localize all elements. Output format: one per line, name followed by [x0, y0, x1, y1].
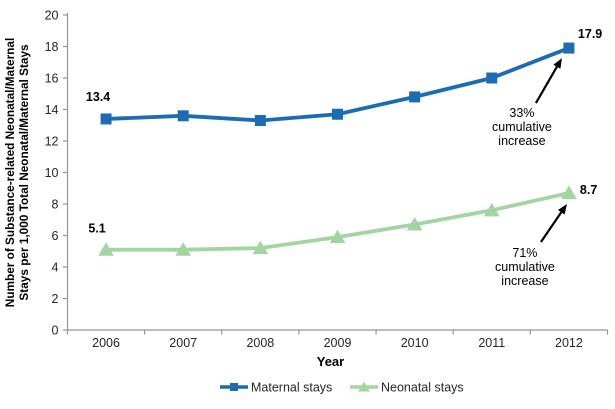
y-axis-tick-label: 4	[52, 261, 59, 275]
y-axis-tick-label: 8	[52, 198, 59, 212]
maternal-stays-square-marker	[332, 108, 343, 120]
neonatal-stays-triangle-marker	[175, 242, 192, 256]
legend-neonatal-stays-marker	[358, 381, 370, 392]
y-axis-title-line: Stays per 1,000 Total Neonatal/Maternal …	[17, 44, 31, 301]
neonatal-stays-annotation-text: increase	[501, 274, 548, 288]
x-axis-tick-label: 2011	[478, 336, 505, 350]
x-axis-tick-label: 2012	[555, 336, 583, 350]
x-axis-tick-label: 2010	[401, 336, 429, 350]
legend-label-maternal-stays: Maternal stays	[251, 381, 332, 395]
neonatal-stays-triangle-marker	[252, 240, 269, 255]
neonatal-stays-annotation-arrow-shaft	[540, 211, 563, 243]
x-axis-tick-label: 2007	[169, 336, 197, 350]
y-axis-tick-label: 2	[52, 292, 59, 306]
y-axis-tick-label: 20	[45, 9, 59, 23]
y-axis-tick-label: 6	[52, 229, 59, 243]
maternal-stays-square-marker	[100, 113, 112, 125]
neonatal-stays-first-value-label: 5.1	[88, 222, 105, 236]
maternal-stays-annotation-text: increase	[498, 134, 545, 148]
maternal-stays-last-value-label: 17.9	[578, 27, 602, 41]
y-axis-tick-label: 16	[45, 72, 59, 86]
maternal-stays-first-value-label: 13.4	[86, 90, 110, 104]
maternal-stays-square-marker	[177, 110, 189, 122]
legend-maternal-stays-marker	[230, 383, 238, 391]
maternal-stays-annotation-arrow-head	[553, 58, 562, 69]
neonatal-stays-annotation-arrow-head	[557, 203, 567, 215]
neonatal-stays-triangle-marker	[98, 242, 114, 256]
y-axis-tick-label: 18	[45, 40, 59, 54]
neonatal-stays-triangle-marker	[406, 217, 423, 231]
y-axis-tick-label: 0	[52, 324, 59, 338]
maternal-stays-square-marker	[563, 42, 575, 54]
x-axis-tick-label: 2009	[324, 336, 352, 350]
maternal-stays-square-marker	[486, 72, 498, 84]
y-axis-title-line: Number of Substance-related Neonatal/Mat…	[3, 38, 17, 307]
neonatal-stays-triangle-marker	[483, 202, 500, 217]
x-axis-title: Year	[317, 354, 344, 369]
neonatal-stays-annotation-text: 71%	[512, 246, 537, 260]
maternal-stays-annotation-text: cumulative	[492, 120, 552, 134]
y-axis-tick-label: 14	[45, 103, 59, 117]
neonatal-stays-triangle-marker	[329, 229, 346, 244]
maternal-stays-annotation-text: 33%	[509, 106, 534, 120]
y-axis-tick-label: 10	[45, 166, 59, 180]
y-axis-tick-label: 12	[45, 135, 59, 149]
neonatal-stays-last-value-label: 8.7	[580, 183, 597, 197]
maternal-stays-square-marker	[409, 91, 421, 103]
legend-label-neonatal-stays: Neonatal stays	[381, 381, 464, 395]
neonatal-stays-annotation-text: cumulative	[495, 260, 555, 274]
x-axis-tick-label: 2006	[92, 336, 120, 350]
neonatal-stays-triangle-marker	[561, 185, 577, 200]
maternal-stays-annotation-arrow-shaft	[534, 66, 558, 104]
x-axis-tick-label: 2008	[246, 336, 274, 350]
maternal-stays-square-marker	[254, 115, 266, 127]
